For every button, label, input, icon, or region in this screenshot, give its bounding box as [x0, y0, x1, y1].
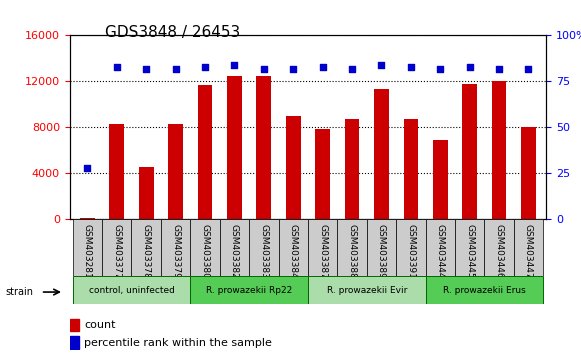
Text: GSM403384: GSM403384: [289, 224, 297, 279]
Text: R. prowazekii Evir: R. prowazekii Evir: [327, 286, 407, 295]
Bar: [462, 84, 477, 219]
Point: [406, 64, 415, 69]
Bar: [109, 124, 124, 219]
FancyBboxPatch shape: [396, 219, 425, 276]
Point: [465, 64, 474, 69]
Point: [524, 66, 533, 72]
Bar: [345, 119, 360, 219]
Text: R. prowazekii Rp22: R. prowazekii Rp22: [206, 286, 292, 295]
Text: GSM403378: GSM403378: [142, 224, 150, 279]
Point: [377, 62, 386, 68]
Bar: [374, 90, 389, 219]
Bar: [433, 140, 447, 219]
Text: R. prowazekii Erus: R. prowazekii Erus: [443, 286, 526, 295]
FancyBboxPatch shape: [338, 219, 367, 276]
FancyBboxPatch shape: [249, 219, 278, 276]
FancyBboxPatch shape: [485, 219, 514, 276]
Text: percentile rank within the sample: percentile rank within the sample: [84, 338, 272, 348]
Text: GSM403379: GSM403379: [171, 224, 180, 279]
Text: GSM403382: GSM403382: [230, 224, 239, 279]
Bar: [80, 218, 95, 219]
Text: GSM403377: GSM403377: [112, 224, 121, 279]
Text: GDS3848 / 26453: GDS3848 / 26453: [105, 25, 240, 40]
Text: GSM403281: GSM403281: [83, 224, 92, 279]
Text: GSM403389: GSM403389: [377, 224, 386, 279]
Point: [142, 66, 151, 72]
FancyBboxPatch shape: [308, 219, 338, 276]
Text: GSM403383: GSM403383: [259, 224, 268, 279]
Point: [494, 66, 504, 72]
FancyBboxPatch shape: [425, 276, 543, 304]
FancyBboxPatch shape: [73, 219, 102, 276]
Text: GSM403445: GSM403445: [465, 224, 474, 279]
FancyBboxPatch shape: [455, 219, 485, 276]
Bar: [168, 124, 183, 219]
FancyBboxPatch shape: [102, 219, 131, 276]
Bar: [198, 85, 212, 219]
Bar: [521, 127, 536, 219]
FancyBboxPatch shape: [73, 276, 191, 304]
Bar: [70, 336, 79, 349]
FancyBboxPatch shape: [191, 219, 220, 276]
FancyBboxPatch shape: [425, 219, 455, 276]
FancyBboxPatch shape: [220, 219, 249, 276]
Text: GSM403391: GSM403391: [406, 224, 415, 279]
Text: GSM403380: GSM403380: [200, 224, 210, 279]
Text: GSM403388: GSM403388: [347, 224, 357, 279]
Point: [171, 66, 180, 72]
Text: GSM403444: GSM403444: [436, 224, 445, 279]
Point: [229, 62, 239, 68]
Point: [259, 66, 268, 72]
Point: [318, 64, 327, 69]
FancyBboxPatch shape: [161, 219, 191, 276]
Bar: [492, 81, 507, 219]
FancyBboxPatch shape: [191, 276, 308, 304]
Bar: [227, 76, 242, 219]
Point: [83, 165, 92, 171]
Bar: [70, 319, 79, 331]
Bar: [256, 76, 271, 219]
Bar: [404, 119, 418, 219]
FancyBboxPatch shape: [367, 219, 396, 276]
Point: [436, 66, 445, 72]
Bar: [286, 116, 300, 219]
Point: [200, 64, 210, 69]
Text: control, uninfected: control, uninfected: [88, 286, 174, 295]
FancyBboxPatch shape: [308, 276, 425, 304]
Text: strain: strain: [6, 287, 34, 297]
Point: [289, 66, 298, 72]
Bar: [139, 166, 153, 219]
Text: GSM403447: GSM403447: [524, 224, 533, 279]
FancyBboxPatch shape: [514, 219, 543, 276]
Text: GSM403446: GSM403446: [494, 224, 504, 279]
Bar: [315, 129, 330, 219]
Point: [347, 66, 357, 72]
Point: [112, 64, 121, 69]
Text: GSM403387: GSM403387: [318, 224, 327, 279]
FancyBboxPatch shape: [278, 219, 308, 276]
FancyBboxPatch shape: [131, 219, 161, 276]
Text: count: count: [84, 320, 116, 330]
